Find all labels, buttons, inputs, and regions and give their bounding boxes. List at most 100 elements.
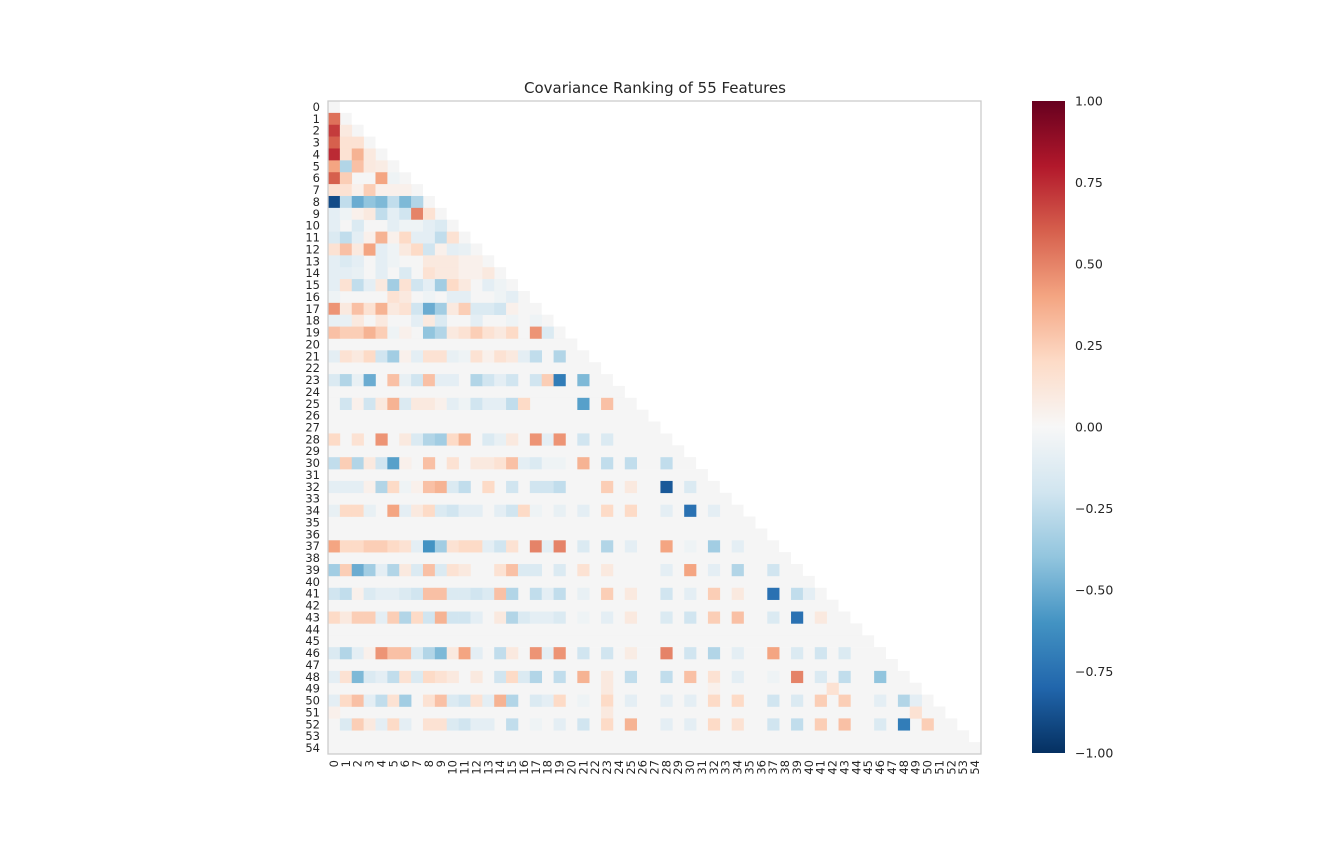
heatmap-cell [541, 540, 554, 553]
x-tick-label: 32 [707, 760, 721, 775]
heatmap-cell [494, 326, 507, 339]
heatmap-cell [387, 243, 400, 256]
heatmap-cell [553, 457, 566, 470]
heatmap-cell [494, 290, 507, 304]
heatmap-cell [399, 564, 412, 577]
heatmap-cell [529, 326, 543, 339]
heatmap-cell [470, 647, 483, 660]
heatmap-cell [446, 255, 459, 268]
heatmap-cell [351, 587, 364, 600]
heatmap-cell [541, 694, 554, 707]
heatmap-cell [529, 480, 543, 494]
heatmap-cell [339, 504, 353, 517]
heatmap-cell [339, 374, 353, 387]
heatmap-cell [577, 647, 590, 660]
heatmap-cell [399, 231, 412, 244]
y-tick-label: 18 [305, 314, 320, 328]
heatmap-cell [791, 694, 804, 707]
x-tick-label: 33 [719, 760, 733, 775]
heatmap-cell [399, 195, 412, 209]
heatmap-row-base [328, 742, 981, 755]
heatmap-cell [434, 255, 448, 268]
colorbar-tick-label: −0.75 [1075, 664, 1113, 679]
heatmap-row-base [328, 516, 756, 529]
heatmap-cell [375, 564, 388, 577]
heatmap-cell [458, 564, 471, 577]
heatmap-cell [446, 611, 459, 624]
heatmap-cell [660, 647, 673, 660]
heatmap-cell [494, 350, 507, 363]
heatmap-cell [411, 647, 424, 660]
heatmap-cell [387, 172, 400, 185]
heatmap-cell [363, 611, 376, 624]
heatmap-cell [458, 540, 471, 553]
heatmap-row-base [328, 706, 946, 719]
heatmap-row-base [328, 338, 578, 351]
heatmap-cell [446, 457, 459, 470]
heatmap-cell [506, 397, 519, 410]
x-tick-label: 25 [624, 760, 638, 775]
heatmap-cell [422, 540, 436, 553]
heatmap-cell [446, 718, 459, 731]
x-tick-label: 46 [873, 760, 887, 775]
heatmap-cell [791, 670, 804, 684]
heatmap-cell [494, 694, 507, 707]
heatmap-cell [482, 374, 495, 387]
heatmap-cell [446, 540, 459, 553]
heatmap-cell [470, 670, 483, 684]
y-tick-label: 33 [305, 492, 320, 506]
x-tick-label: 8 [422, 760, 436, 767]
x-tick-label: 11 [458, 760, 472, 775]
heatmap-cell [909, 694, 922, 707]
x-tick-label: 0 [327, 760, 341, 767]
heatmap-cell [422, 457, 436, 470]
heatmap-cell [422, 219, 436, 232]
heatmap-cell [339, 184, 353, 197]
x-tick-label: 41 [814, 760, 828, 775]
heatmap-cell [731, 611, 744, 624]
x-tick-label: 6 [398, 760, 412, 767]
heatmap-cell [470, 694, 483, 707]
x-tick-label: 48 [897, 760, 911, 775]
heatmap-cell [339, 350, 353, 363]
heatmap-cell [363, 397, 376, 410]
heatmap-cell [339, 611, 353, 624]
heatmap-cell [339, 267, 353, 280]
heatmap-cell [363, 374, 376, 387]
heatmap-cell [375, 231, 388, 244]
y-tick-label: 11 [305, 231, 320, 245]
heatmap-row-base [328, 599, 839, 612]
heatmap-cell [351, 433, 364, 446]
heatmap-cell [411, 540, 424, 553]
heatmap-cell [434, 564, 448, 577]
heatmap-cell [446, 397, 459, 410]
heatmap-cell [399, 279, 412, 292]
heatmap-cell [791, 587, 804, 600]
heatmap-cell [541, 433, 554, 446]
colorbar-tick-label: −1.00 [1075, 746, 1113, 761]
heatmap-cell [553, 670, 566, 684]
heatmap-cell [838, 670, 851, 684]
heatmap-cell [328, 243, 341, 256]
colorbar-tick-label: 0.75 [1075, 175, 1103, 190]
heatmap-cell [458, 587, 471, 600]
heatmap-cell [363, 718, 376, 731]
heatmap-cell [660, 611, 673, 624]
heatmap-cell [494, 279, 507, 292]
heatmap-cell [339, 231, 353, 244]
heatmap-cell [422, 564, 436, 577]
heatmap-cell [339, 480, 353, 494]
heatmap-cell [624, 504, 637, 517]
heatmap-cell [328, 670, 341, 684]
heatmap-cell [601, 457, 614, 470]
heatmap-cell [351, 457, 364, 470]
heatmap-cell [577, 694, 590, 707]
heatmap-cell [446, 480, 459, 494]
heatmap-cell [731, 564, 744, 577]
heatmap-cell [517, 350, 531, 363]
heatmap-cell [601, 718, 614, 731]
heatmap-cell [328, 564, 341, 577]
heatmap-row-base [328, 409, 649, 422]
heatmap-cell [351, 219, 364, 232]
heatmap-cell [458, 694, 471, 707]
